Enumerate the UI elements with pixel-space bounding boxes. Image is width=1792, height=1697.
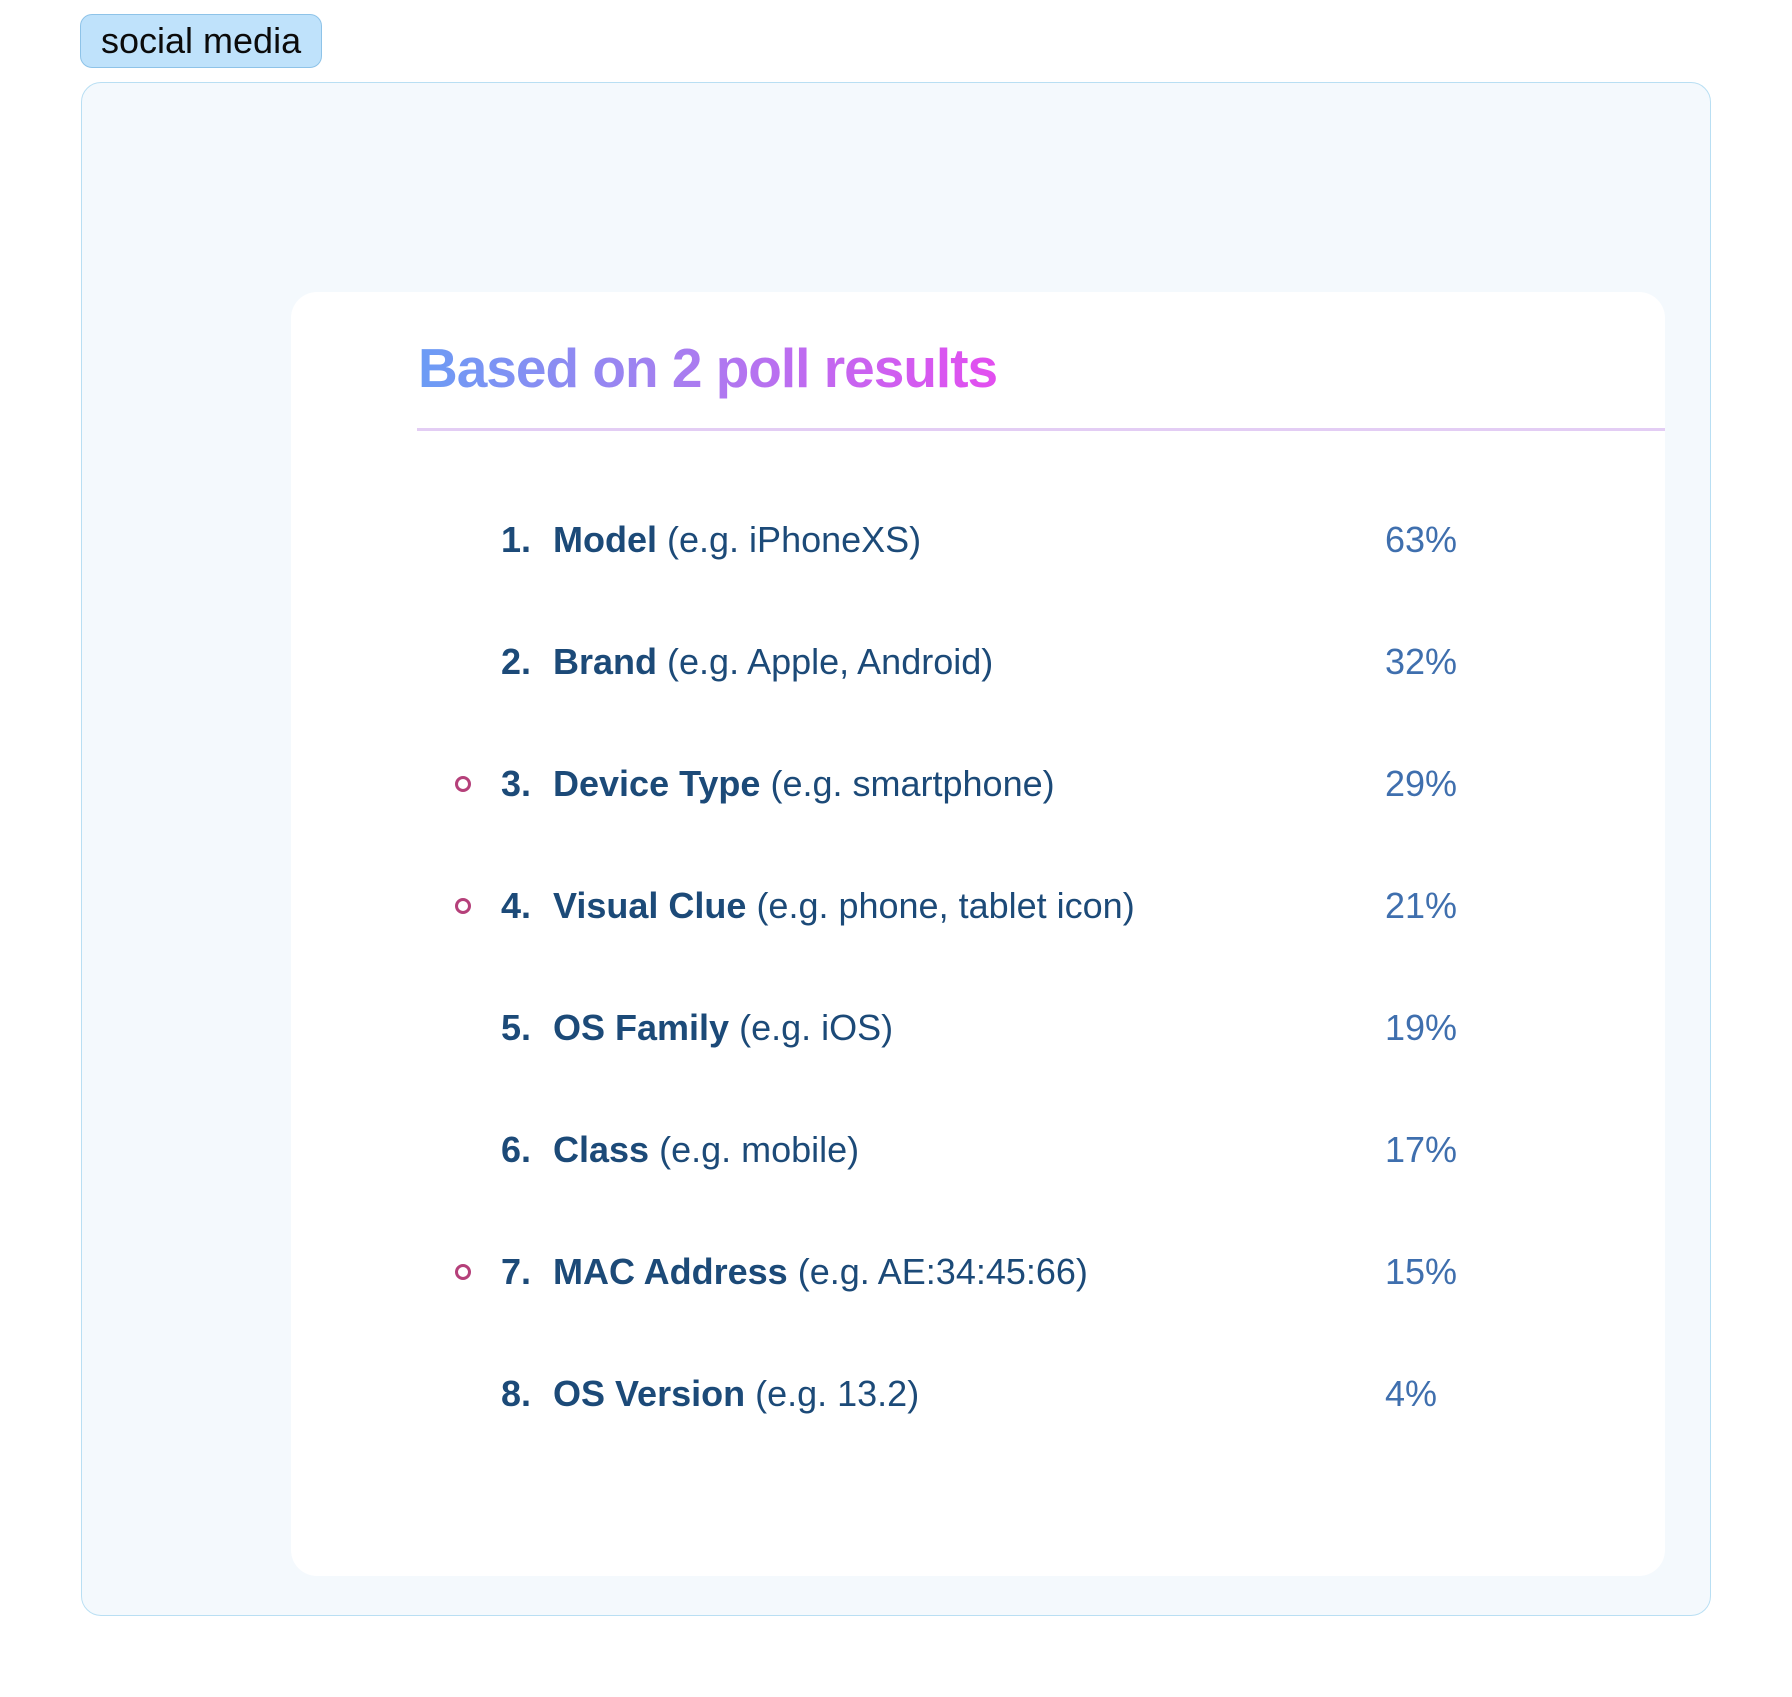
item-percent: 29% bbox=[1385, 763, 1458, 804]
list-item: 8. OS Version (e.g. 13.2) 4% bbox=[291, 1364, 1665, 1424]
item-label: Class (e.g. mobile) bbox=[553, 1120, 859, 1180]
list-item: 7. MAC Address (e.g. AE:34:45:66) 15% bbox=[291, 1242, 1665, 1302]
item-rank: 3. bbox=[501, 763, 532, 804]
item-percent: 21% bbox=[1385, 885, 1458, 926]
item-rank: 4. bbox=[501, 885, 532, 926]
item-example: (e.g. iPhoneXS) bbox=[667, 519, 922, 560]
list-item: 3. Device Type (e.g. smartphone) 29% bbox=[291, 754, 1665, 814]
item-percent: 15% bbox=[1385, 1251, 1458, 1292]
item-percent: 19% bbox=[1385, 1007, 1458, 1048]
item-percent: 4% bbox=[1385, 1373, 1438, 1414]
item-name: Device Type bbox=[553, 763, 761, 804]
item-example: (e.g. phone, tablet icon) bbox=[756, 885, 1135, 926]
circle-marker-icon bbox=[455, 1264, 471, 1280]
item-name: OS Version bbox=[553, 1373, 746, 1414]
item-rank: 2. bbox=[501, 641, 532, 682]
item-label: OS Family (e.g. iOS) bbox=[553, 998, 893, 1058]
item-label: Visual Clue (e.g. phone, tablet icon) bbox=[553, 876, 1135, 936]
list-item: 6. Class (e.g. mobile) 17% bbox=[291, 1120, 1665, 1180]
item-example: (e.g. iOS) bbox=[739, 1007, 894, 1048]
item-label: Model (e.g. iPhoneXS) bbox=[553, 510, 921, 570]
list-item: 1. Model (e.g. iPhoneXS) 63% bbox=[291, 510, 1665, 570]
title-divider bbox=[417, 428, 1665, 431]
item-rank: 5. bbox=[501, 1007, 532, 1048]
item-label: Device Type (e.g. smartphone) bbox=[553, 754, 1055, 814]
item-name: OS Family bbox=[553, 1007, 730, 1048]
item-example: (e.g. AE:34:45:66) bbox=[797, 1251, 1088, 1292]
outer-panel: Based on 2 poll results 1. Model (e.g. i… bbox=[81, 82, 1711, 1616]
social-media-tag: social media bbox=[80, 14, 323, 68]
item-percent: 32% bbox=[1385, 641, 1458, 682]
circle-marker-icon bbox=[455, 898, 471, 914]
poll-results-list: 1. Model (e.g. iPhoneXS) 63% 2. Brand (e… bbox=[291, 292, 1665, 1576]
item-rank: 6. bbox=[501, 1129, 532, 1170]
item-example: (e.g. 13.2) bbox=[755, 1373, 920, 1414]
item-percent: 63% bbox=[1385, 519, 1458, 560]
item-name: Visual Clue bbox=[553, 885, 747, 926]
item-example: (e.g. mobile) bbox=[659, 1129, 860, 1170]
item-label: Brand (e.g. Apple, Android) bbox=[553, 632, 993, 692]
list-item: 5. OS Family (e.g. iOS) 19% bbox=[291, 998, 1665, 1058]
item-example: (e.g. Apple, Android) bbox=[667, 641, 994, 682]
item-rank: 1. bbox=[501, 519, 532, 560]
item-label: OS Version (e.g. 13.2) bbox=[553, 1364, 919, 1424]
list-item: 4. Visual Clue (e.g. phone, tablet icon)… bbox=[291, 876, 1665, 936]
item-rank: 8. bbox=[501, 1373, 532, 1414]
item-name: Class bbox=[553, 1129, 650, 1170]
card-title: Based on 2 poll results bbox=[418, 334, 998, 402]
item-percent: 17% bbox=[1385, 1129, 1458, 1170]
item-name: MAC Address bbox=[553, 1251, 788, 1292]
list-item: 2. Brand (e.g. Apple, Android) 32% bbox=[291, 632, 1665, 692]
circle-marker-icon bbox=[455, 776, 471, 792]
item-rank: 7. bbox=[501, 1251, 532, 1292]
item-example: (e.g. smartphone) bbox=[770, 763, 1055, 804]
item-label: MAC Address (e.g. AE:34:45:66) bbox=[553, 1242, 1088, 1302]
poll-results-card: Based on 2 poll results 1. Model (e.g. i… bbox=[291, 292, 1665, 1576]
item-name: Brand bbox=[553, 641, 658, 682]
item-name: Model bbox=[553, 519, 657, 560]
